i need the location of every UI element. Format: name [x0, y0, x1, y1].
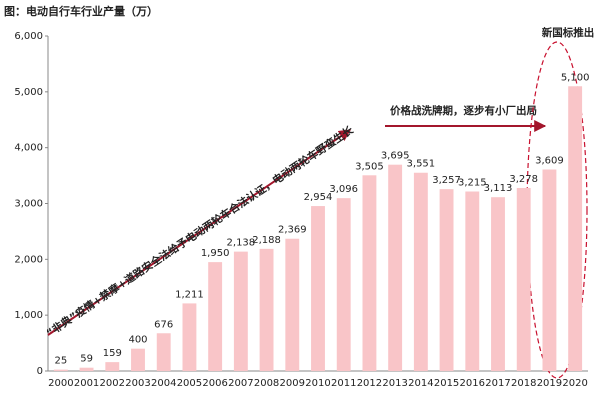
bar — [285, 238, 300, 371]
value-label: 2,138 — [227, 238, 256, 249]
x-tick-label: 2010 — [305, 378, 330, 389]
highlight-ellipse — [526, 41, 588, 379]
x-tick-label: 2004 — [151, 378, 176, 389]
y-tick-label: 5,000 — [14, 87, 43, 98]
x-tick-label: 2016 — [460, 378, 485, 389]
x-tick-label: 2005 — [177, 378, 202, 389]
value-label: 3,113 — [484, 183, 513, 194]
bar — [568, 86, 583, 371]
value-label: 3,257 — [432, 175, 461, 186]
value-label: 3,551 — [407, 159, 436, 170]
bar — [491, 197, 505, 371]
x-tick-label: 2018 — [511, 378, 536, 389]
x-tick-label: 2015 — [434, 378, 459, 389]
bar — [208, 262, 223, 371]
annotation: 价格战洗牌期，逐步有小厂出局 — [390, 104, 537, 117]
value-label: 2,954 — [304, 192, 333, 203]
value-label: 2,369 — [278, 225, 307, 236]
x-tick-label: 2014 — [408, 378, 433, 389]
x-tick-label: 2009 — [280, 378, 305, 389]
value-label: 159 — [103, 348, 122, 359]
x-tick-label: 2008 — [254, 378, 279, 389]
bar — [388, 164, 403, 371]
value-label: 3,215 — [458, 177, 487, 188]
bar — [182, 303, 197, 371]
y-tick-label: 1,000 — [14, 310, 43, 321]
x-tick-label: 2003 — [125, 378, 150, 389]
annotation: “非典”疫情+禁摩+道路安全法给予电动两轮车合法认证，电动两轮车野蛮生长 — [44, 123, 356, 340]
x-tick-label: 2006 — [202, 378, 227, 389]
chart-title: 图：电动自行车行业产量（万） — [4, 4, 158, 18]
value-label: 1,211 — [175, 289, 204, 300]
x-tick-label: 2002 — [100, 378, 125, 389]
x-tick-label: 2001 — [74, 378, 99, 389]
y-tick-label: 3,000 — [14, 199, 43, 210]
bar — [311, 206, 325, 371]
value-label: 676 — [154, 319, 173, 330]
x-tick-label: 2007 — [228, 378, 253, 389]
value-label: 3,096 — [329, 184, 358, 195]
bar — [233, 251, 248, 371]
bar — [465, 191, 480, 371]
value-label: 59 — [80, 354, 93, 365]
value-label: 5,100 — [561, 72, 590, 83]
bar — [413, 172, 428, 371]
bar — [53, 369, 68, 371]
bar — [156, 333, 171, 371]
x-tick-label: 2011 — [331, 378, 356, 389]
value-label: 25 — [54, 356, 67, 367]
bar — [439, 189, 454, 371]
value-label: 3,695 — [381, 151, 410, 162]
x-tick-label: 2017 — [485, 378, 510, 389]
bar — [336, 198, 351, 371]
x-tick-label: 2019 — [537, 378, 562, 389]
bar — [259, 248, 274, 371]
value-label: 2,188 — [252, 235, 281, 246]
bar — [362, 175, 377, 371]
trend-arrow — [47, 129, 351, 336]
y-tick-label: 2,000 — [14, 254, 43, 265]
bar — [542, 169, 557, 371]
bar — [105, 362, 120, 371]
x-tick-label: 2020 — [562, 378, 587, 389]
x-tick-label: 2012 — [357, 378, 382, 389]
y-tick-label: 6,000 — [14, 31, 43, 42]
x-tick-label: 2013 — [382, 378, 407, 389]
y-tick-label: 0 — [37, 366, 43, 377]
bar — [79, 367, 94, 371]
y-tick-label: 4,000 — [14, 143, 43, 154]
bar — [516, 187, 531, 371]
x-tick-label: 2000 — [48, 378, 73, 389]
value-label: 1,950 — [201, 248, 230, 259]
annotation: 新国标推出 — [542, 26, 595, 39]
value-label: 3,278 — [509, 174, 538, 185]
bar — [131, 348, 145, 371]
value-label: 3,609 — [535, 155, 564, 166]
value-label: 3,505 — [355, 161, 384, 172]
value-label: 400 — [128, 335, 147, 346]
